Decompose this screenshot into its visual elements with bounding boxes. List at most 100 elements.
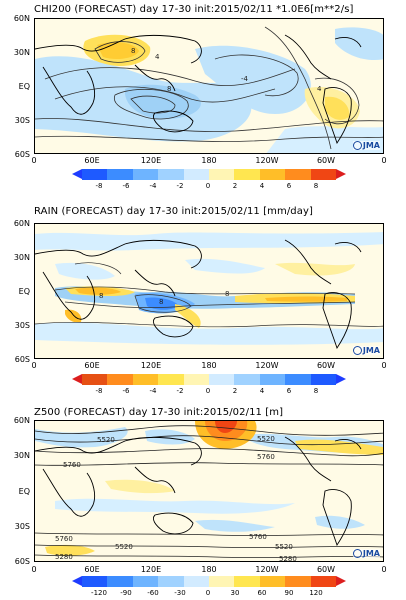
- colorbar-low-arrow: [72, 576, 82, 586]
- x-tick-label: 120W: [255, 156, 279, 165]
- y-tick-label: 30N: [13, 451, 30, 460]
- contour-label: 8: [225, 290, 229, 298]
- colorbar-tick: 120: [309, 589, 323, 597]
- colorbar-swatch: [82, 576, 108, 587]
- colorbar-swatch: [234, 576, 260, 587]
- colorbar-swatch: [107, 169, 133, 180]
- colorbar-swatch: [183, 169, 209, 180]
- colorbar-tick: -4: [149, 387, 157, 395]
- colorbar-swatch: [234, 169, 260, 180]
- colorbar-tick: 60: [257, 589, 267, 597]
- colorbar-swatch: [107, 374, 133, 385]
- y-tick-label: 30S: [14, 522, 30, 531]
- colorbar-high-arrow: [335, 374, 346, 384]
- contour-label: 5760: [63, 461, 81, 469]
- colorbar-tick: 0: [205, 182, 211, 190]
- colorbar-swatch: [158, 374, 184, 385]
- colorbar-swatch: [310, 576, 336, 587]
- colorbar-tick: 2: [232, 182, 238, 190]
- jma-logo: JMA: [352, 346, 380, 355]
- contour-label: 5760: [249, 533, 267, 541]
- panel-title: RAIN (FORECAST) day 17-30 init:2015/02/1…: [34, 206, 313, 217]
- contour-label: 8: [131, 47, 135, 55]
- chi200-panel: CHI200 (FORECAST) day 17-30 init:2015/02…: [0, 0, 406, 200]
- colorbar-swatch: [183, 374, 209, 385]
- colorbar: [72, 169, 346, 180]
- y-tick-label: 30N: [13, 253, 30, 262]
- x-tick-label: 120W: [255, 565, 279, 574]
- colorbar-tick: 90: [284, 589, 294, 597]
- colorbar-swatch: [285, 374, 311, 385]
- x-tick-label: 120E: [140, 565, 162, 574]
- colorbar-tick: 6: [286, 387, 292, 395]
- contour-label: 5520: [275, 543, 293, 551]
- jma-logo-icon: [352, 346, 362, 355]
- colorbar-swatch: [208, 576, 235, 587]
- colorbar-low-arrow: [72, 374, 82, 384]
- colorbar-tick: -2: [176, 387, 184, 395]
- colorbar-swatch: [158, 169, 184, 180]
- colorbar-tick: 0: [205, 387, 211, 395]
- colorbar-high-arrow: [335, 169, 346, 179]
- y-tick-label: 30S: [14, 116, 30, 125]
- colorbar-tick: -30: [174, 589, 186, 597]
- colorbar-tick: -8: [95, 182, 103, 190]
- x-tick-label: 60E: [84, 361, 100, 370]
- x-tick-label: 0: [31, 156, 37, 165]
- z500-map: 5520 5760 5520 5760 5760 5520 5280 5760 …: [34, 420, 384, 562]
- colorbar-tick: 0: [205, 589, 211, 597]
- y-tick-label: 60N: [13, 219, 30, 228]
- x-tick-label: 180: [201, 565, 217, 574]
- contour-label: 8: [99, 292, 103, 300]
- y-tick-label: EQ: [18, 82, 30, 91]
- colorbar-swatch: [310, 374, 336, 385]
- rain-panel: RAIN (FORECAST) day 17-30 init:2015/02/1…: [0, 200, 406, 400]
- x-tick-label: 120W: [255, 361, 279, 370]
- y-tick-label: 30N: [13, 48, 30, 57]
- colorbar-swatch: [82, 374, 108, 385]
- x-tick-label: 180: [201, 156, 217, 165]
- y-tick-label: 60S: [14, 150, 30, 159]
- z500-panel: Z500 (FORECAST) day 17-30 init:2015/02/1…: [0, 400, 406, 600]
- colorbar-tick: 6: [286, 182, 292, 190]
- y-tick-label: 30S: [14, 321, 30, 330]
- x-tick-label: 60W: [316, 156, 336, 165]
- colorbar-tick: 8: [313, 182, 319, 190]
- jma-logo-icon: [352, 141, 362, 150]
- contour-label: 8: [167, 85, 171, 93]
- colorbar-swatch: [132, 169, 159, 180]
- colorbar-swatch: [208, 169, 235, 180]
- colorbar-swatch: [132, 576, 159, 587]
- y-tick-label: 60S: [14, 557, 30, 566]
- jma-logo: JMA: [352, 549, 380, 558]
- x-tick-label: 0: [31, 565, 37, 574]
- colorbar-high-arrow: [335, 576, 346, 586]
- y-tick-label: EQ: [18, 487, 30, 496]
- colorbar-swatch: [259, 374, 286, 385]
- panel-title: CHI200 (FORECAST) day 17-30 init:2015/02…: [34, 4, 354, 15]
- colorbar-tick: 4: [259, 182, 265, 190]
- colorbar-swatch: [158, 576, 184, 587]
- colorbar-swatch: [285, 169, 311, 180]
- x-tick-label: 180: [201, 361, 217, 370]
- contour-label: 5280: [55, 553, 73, 561]
- colorbar-tick: -4: [149, 182, 157, 190]
- colorbar-tick: -90: [120, 589, 132, 597]
- contour-label: 5760: [55, 535, 73, 543]
- y-tick-label: EQ: [18, 287, 30, 296]
- colorbar-swatch: [234, 374, 260, 385]
- chi200-map: 8 4 8 -4 4 JMA: [34, 18, 384, 154]
- colorbar-tick: 2: [232, 387, 238, 395]
- y-tick-label: 60N: [13, 416, 30, 425]
- contour-label: 5280: [279, 555, 297, 562]
- contour-label: 4: [155, 53, 160, 61]
- colorbar-tick: -6: [122, 387, 130, 395]
- colorbar-tick: 4: [259, 387, 265, 395]
- x-tick-label: 60W: [316, 565, 336, 574]
- x-tick-label: 60W: [316, 361, 336, 370]
- colorbar: [72, 576, 346, 587]
- contour-label: 5760: [257, 453, 275, 461]
- colorbar-tick: 30: [230, 589, 240, 597]
- colorbar-swatch: [285, 576, 311, 587]
- contour-label: -4: [241, 75, 249, 83]
